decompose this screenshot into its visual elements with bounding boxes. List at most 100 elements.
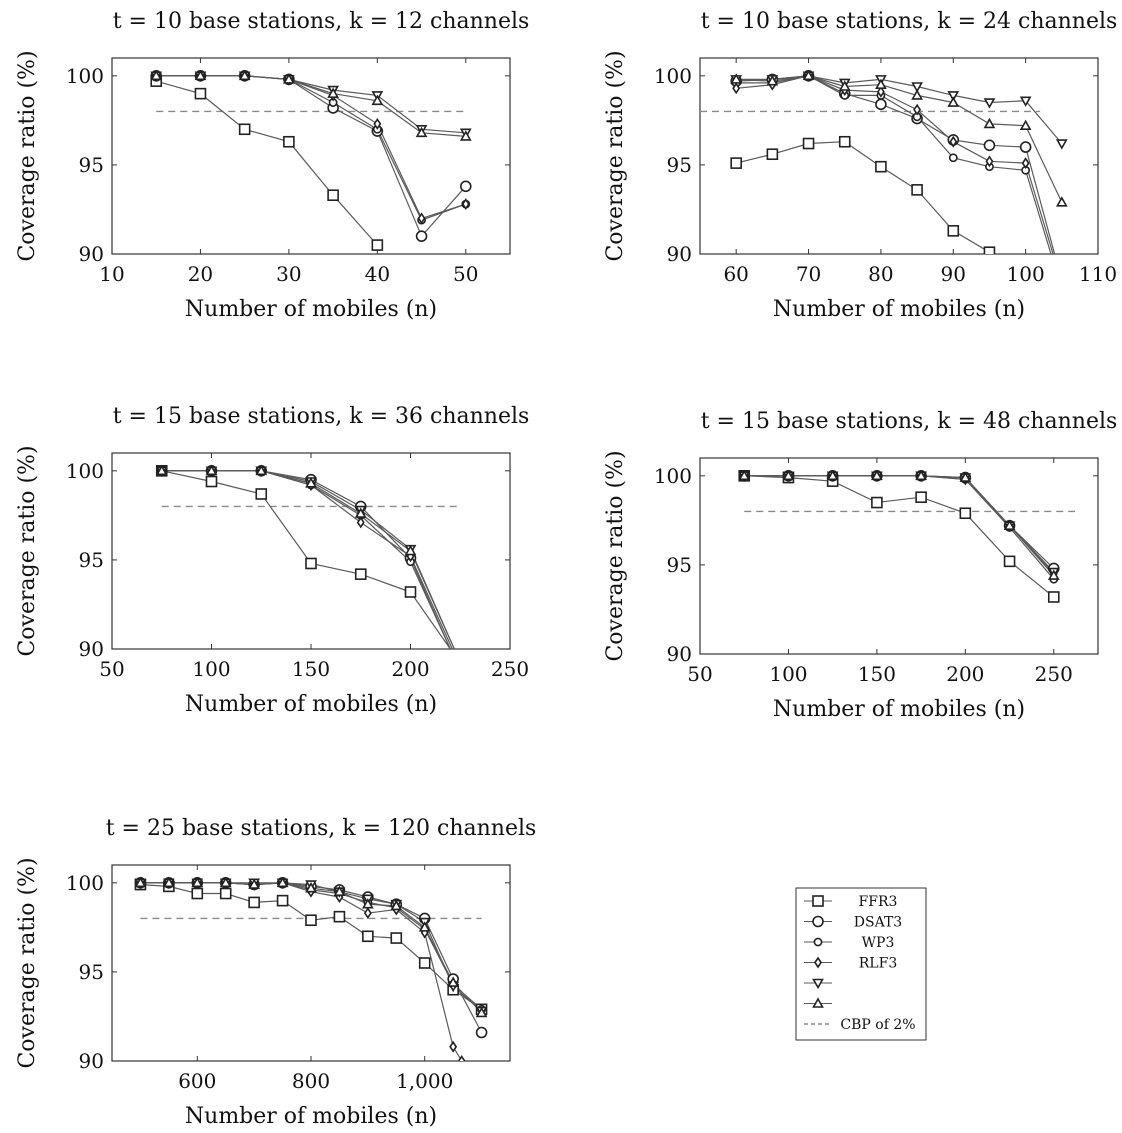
x-tick-label: 100 [769,662,807,686]
series-line-4 [736,75,1054,254]
triangle-down-marker [1055,139,1068,150]
triangle-up-marker [447,976,460,987]
triangle-up-marker [911,89,923,100]
triangle-up-marker [134,876,147,888]
legend-entry [804,997,832,1008]
y-tick-label: 95 [79,960,104,984]
y-tick-label: 100 [66,871,104,895]
x-tick-label: 50 [453,262,478,286]
series-line-1 [736,141,990,253]
square-marker [911,184,923,196]
plot-frame [111,57,511,255]
legend: FFR3 DSAT3 WP3 RLF3 CBP of 2% [795,887,927,1041]
y-axis-label: Coverage ratio (%) [15,50,40,261]
y-tick-label: 90 [667,642,692,666]
y-tick-label: 100 [66,64,104,88]
triangle-up-marker [194,69,207,81]
legend-label: RLF3 [859,956,897,972]
triangle-up-marker [730,73,743,84]
triangle-up-marker [875,78,887,90]
square-marker [418,957,431,969]
x-tick-label: 1,000 [396,1069,453,1093]
series-group [134,876,488,1061]
circle-marker [875,98,887,111]
legend-label: DSAT3 [854,915,902,931]
series-line-6 [156,75,466,137]
legend-label: CBP of 2% [840,1017,915,1033]
legend-marker-triangle-up [812,997,824,1008]
chart-panel-5: t = 25 base stations, k = 120 channels 60… [15,816,536,1129]
legend-entry: FFR3 [804,894,897,910]
chart-title: t = 25 base stations, k = 120 channels [106,816,537,841]
x-tick-label: 20 [188,262,213,286]
square-marker [362,930,374,943]
x-axis-label: Number of mobiles (n) [185,1104,437,1129]
diamond-marker [949,135,958,148]
series-line-5 [156,75,466,134]
series-group [738,469,1060,603]
legend-marker-circle [812,915,824,928]
x-tick-label: 40 [365,262,390,286]
series-group [150,69,472,251]
y-tick-label: 95 [79,153,104,177]
diamond-marker [985,155,994,168]
triangle-down-marker [911,82,923,93]
legend-label: FFR3 [859,894,898,910]
square-marker [947,225,960,237]
y-tick-label: 100 [654,64,692,88]
x-tick-label: 60 [723,262,748,286]
triangle-up-marker [782,469,795,481]
x-tick-label: 110 [1079,262,1117,286]
triangle-up-marker [418,921,431,932]
legend-entry: WP3 [804,935,894,951]
circle-marker [415,230,428,242]
legend-entry: DSAT3 [804,915,902,931]
y-tick-label: 100 [66,459,104,483]
small-circle-marker [948,153,958,163]
series-line-1 [744,475,1055,598]
series-line-5 [736,75,1063,144]
square-marker [371,239,384,251]
series-line-2 [156,75,467,238]
triangle-up-marker [191,876,204,888]
series-line-1 [156,80,378,246]
series-line-3 [140,882,482,1010]
square-marker [205,475,218,488]
y-tick-label: 90 [667,242,692,266]
x-axis-label: Number of mobiles (n) [185,692,437,717]
circle-marker [983,139,996,152]
triangle-up-marker [150,69,163,81]
x-tick-label: 250 [491,657,529,681]
series-line-3 [736,75,1052,254]
legend-marker-circle-small [813,937,823,947]
x-axis-label: Number of mobiles (n) [773,697,1025,722]
triangle-up-marker [404,544,417,556]
triangle-up-marker [390,899,403,911]
x-axis-label: Number of mobiles (n) [185,297,437,322]
triangle-up-marker [959,471,972,482]
diamond-marker [1021,157,1030,170]
chart-title: t = 10 base stations, k = 12 channels [113,9,530,34]
series-line-4 [140,882,463,1061]
square-marker [875,160,887,173]
x-tick-label: 200 [391,657,429,681]
square-marker [1003,555,1016,568]
plot-frame [699,457,1099,655]
x-tick-label: 600 [178,1069,216,1093]
square-marker [390,932,403,944]
square-marker [191,887,204,900]
chart-title: t = 15 base stations, k = 48 channels [701,409,1118,434]
square-marker [1047,591,1060,603]
triangle-down-marker [1019,96,1032,107]
diamond-marker [363,907,372,920]
chart-panel-1: t = 10 base stations, k = 12 channels 10 2… [15,9,529,322]
y-axis-label: Coverage ratio (%) [15,857,40,1068]
triangle-up-marker [1019,119,1032,131]
y-axis-label: Coverage ratio (%) [603,50,628,261]
series-line-6 [736,75,1063,203]
triangle-up-marker [205,464,218,476]
square-marker [983,246,996,254]
diamond-marker [876,85,885,98]
diamond-marker [449,1040,458,1053]
